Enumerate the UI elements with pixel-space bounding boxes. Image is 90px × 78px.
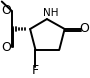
Text: O: O bbox=[2, 41, 12, 54]
Text: O: O bbox=[79, 22, 89, 35]
Text: O: O bbox=[2, 4, 12, 17]
Text: F: F bbox=[32, 64, 39, 77]
Text: NH: NH bbox=[43, 8, 58, 18]
